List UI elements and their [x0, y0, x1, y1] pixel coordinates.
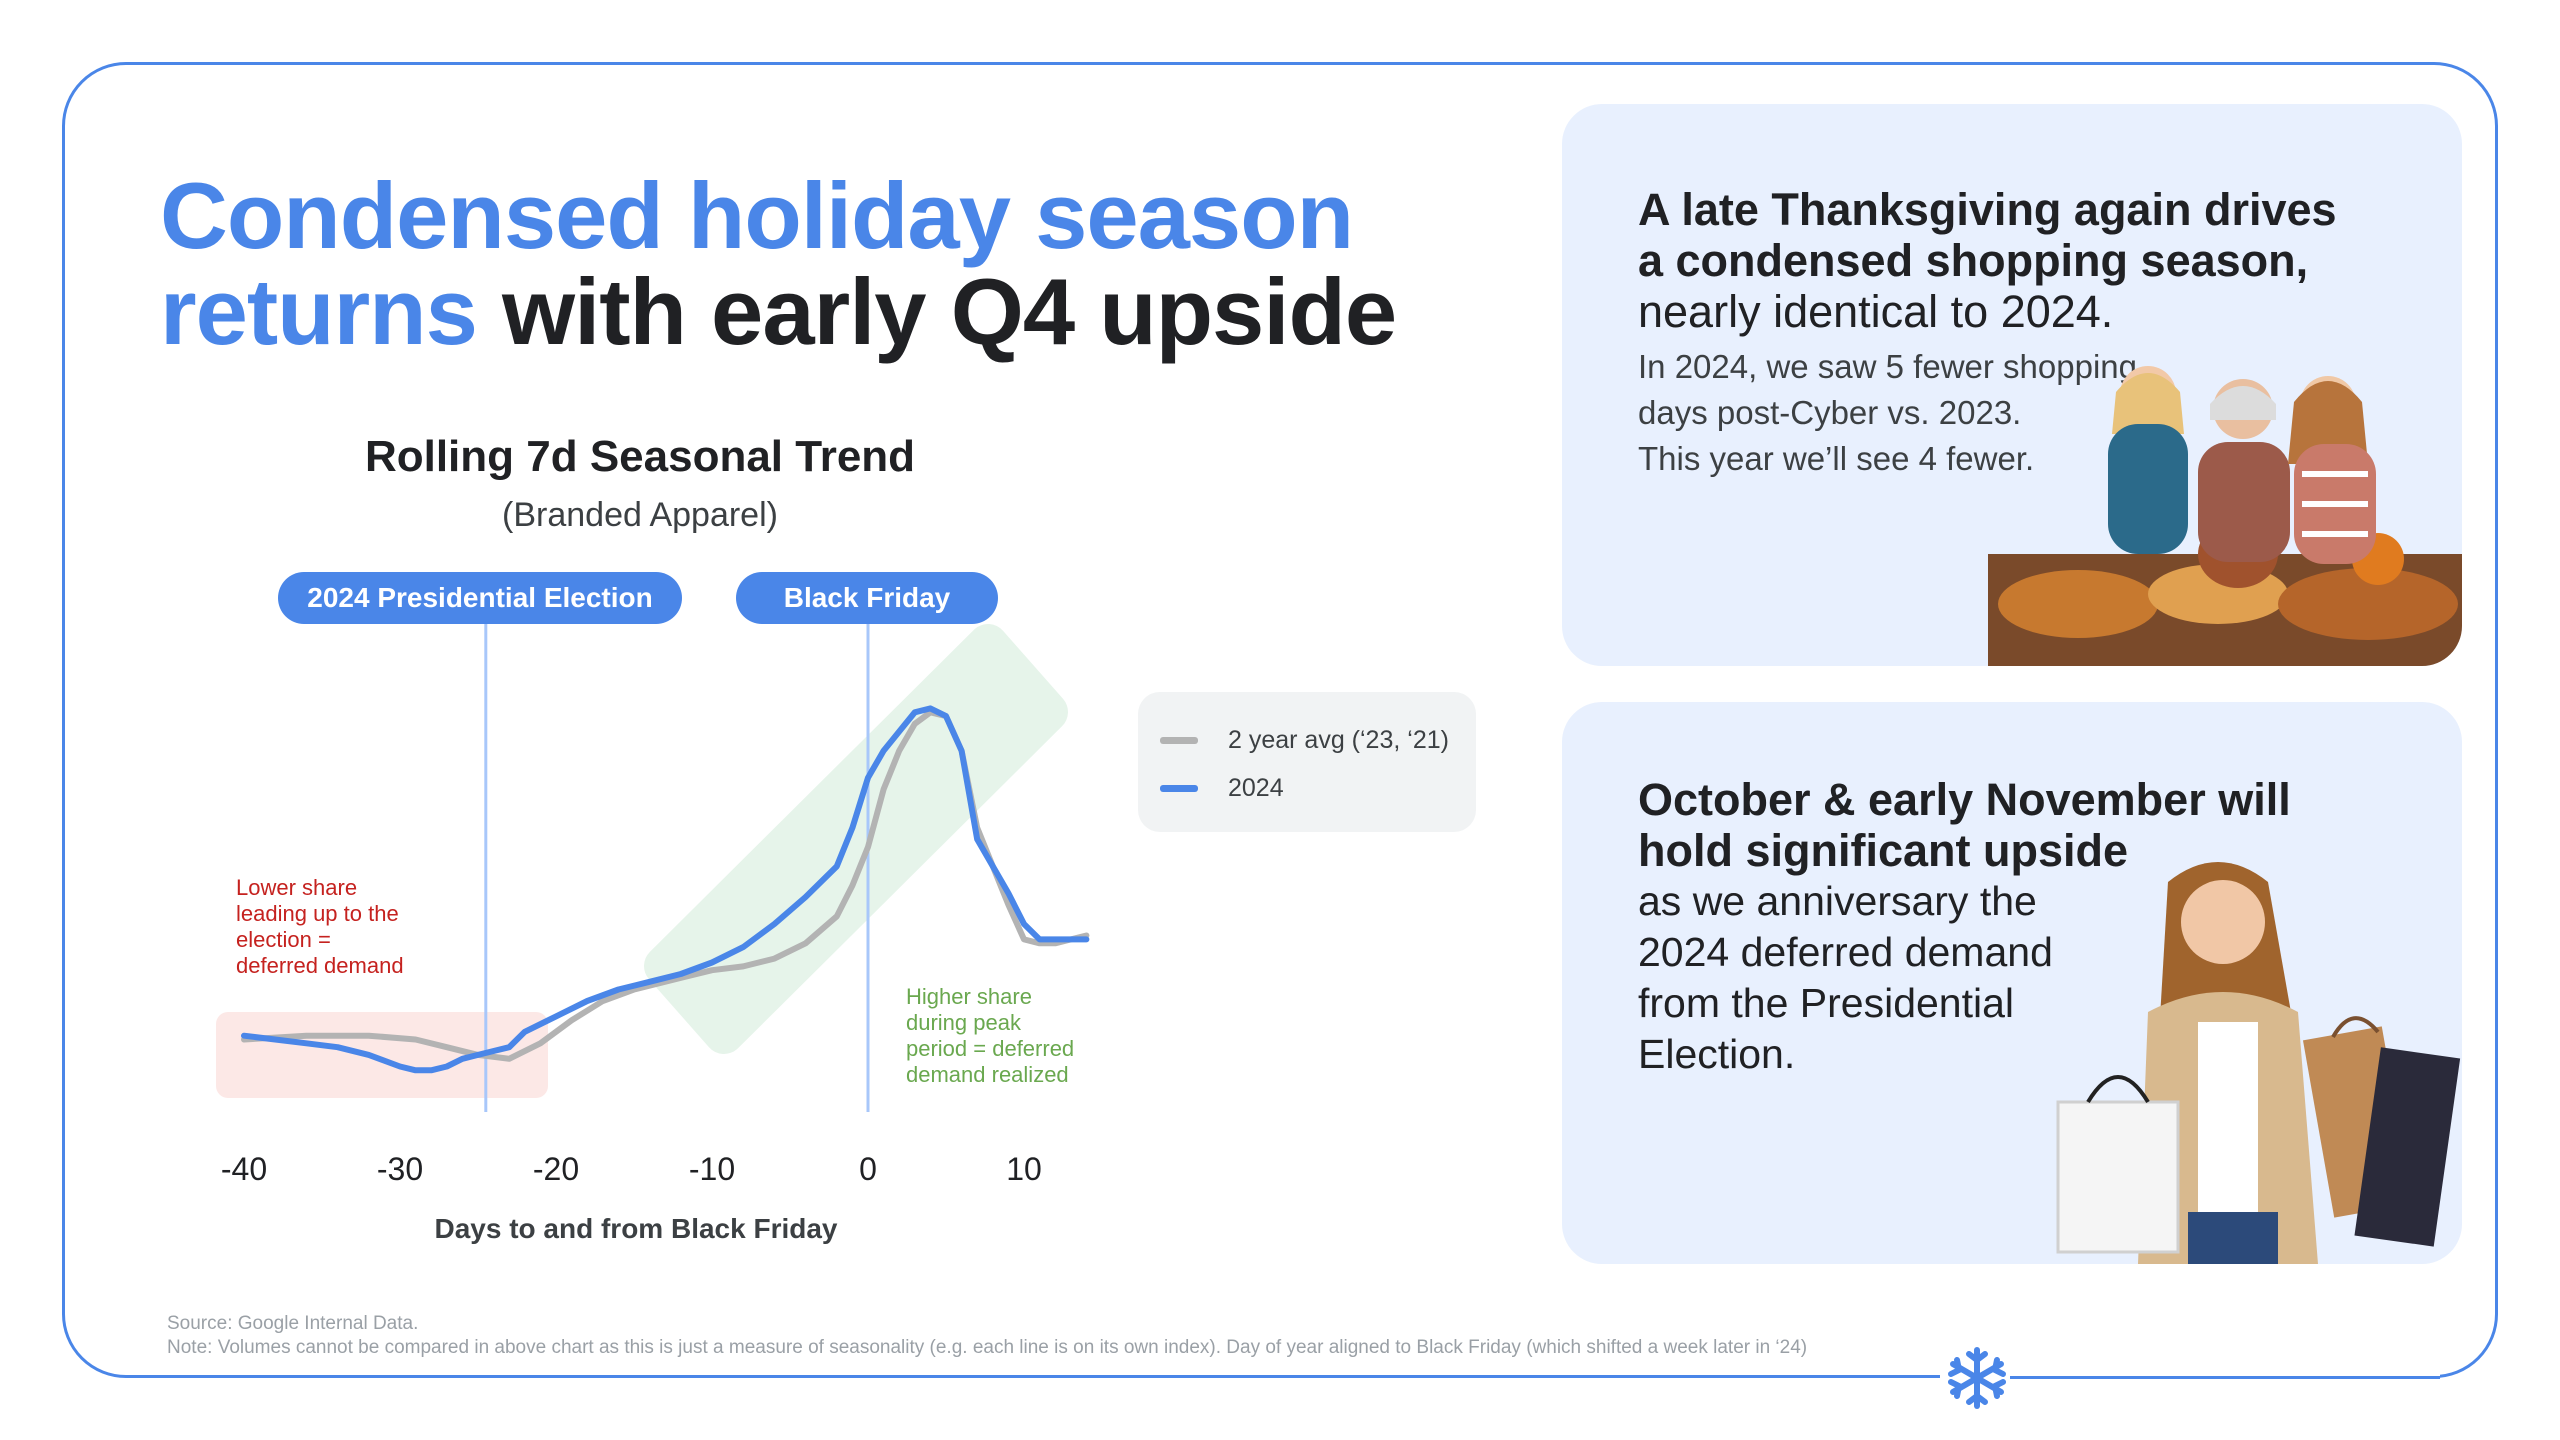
card2-heading-line-1: October & early November will [1638, 774, 2291, 825]
election-label-pill: 2024 Presidential Election [278, 572, 682, 624]
lower-share-line-1: Lower share [236, 875, 357, 900]
x-tick-label: -10 [689, 1151, 735, 1187]
black-friday-label: Black Friday [784, 582, 951, 613]
card1-heading-line-3: nearly identical to 2024. [1638, 286, 2114, 337]
card2-heading: October & early November will hold signi… [1638, 774, 2358, 876]
card1-heading-line-2: a condensed shopping season, [1638, 235, 2309, 286]
card2-body-line-4: Election. [1638, 1031, 1796, 1077]
footnote-source: Source: Google Internal Data. [167, 1313, 419, 1334]
page-title: Condensed holiday season returns with ea… [160, 168, 1560, 360]
x-tick-label: -40 [221, 1151, 267, 1187]
higher-share-line-3: period = deferred [906, 1036, 1074, 1061]
legend-item-2024: 2024 [1160, 774, 1284, 803]
higher-share-line-4: demand realized [906, 1062, 1069, 1087]
lower-share-line-3: election = [236, 927, 331, 952]
card1-body-line-3: This year we’ll see 4 fewer. [1638, 440, 2035, 477]
higher-share-highlight [644, 624, 1068, 1054]
card1-body-line-2: days post-Cyber vs. 2023. [1638, 394, 2022, 431]
x-axis-label: Days to and from Black Friday [434, 1213, 837, 1244]
shopper-with-bags-photo [2056, 862, 2461, 1264]
higher-share-annotation: Higher share during peak period = deferr… [906, 984, 1074, 1087]
frame-tail [2010, 1376, 2440, 1379]
higher-share-line-1: Higher share [906, 984, 1032, 1009]
legend-swatch-2024 [1160, 785, 1198, 792]
footnote-note: Note: Volumes cannot be compared in abov… [167, 1337, 1808, 1358]
lower-share-annotation: Lower share leading up to the election =… [236, 875, 404, 978]
chart-subtitle: (Branded Apparel) [502, 496, 778, 534]
title-part-1: Condensed holiday season [160, 163, 1354, 268]
slide-frame [62, 62, 2498, 1378]
card2-body: as we anniversary the 2024 deferred dema… [1638, 876, 2158, 1080]
chart-title: Rolling 7d Seasonal Trend [364, 432, 916, 481]
chart-legend: 2 year avg (‘23, ‘21) 2024 [1138, 692, 1476, 832]
legend-item-2yr-avg: 2 year avg (‘23, ‘21) [1160, 726, 1449, 755]
title-part-2: returns [160, 259, 478, 364]
line-chart: 2024 Presidential Election Black Friday … [216, 572, 1090, 1244]
black-friday-label-pill: Black Friday [736, 572, 998, 624]
card2-body-line-2: 2024 deferred demand [1638, 929, 2053, 975]
card2-body-line-1: as we anniversary the [1638, 878, 2037, 924]
card1-heading-line-1: A late Thanksgiving again drives [1638, 184, 2337, 235]
footnote: Source: Google Internal Data. Note: Volu… [167, 1312, 1967, 1360]
legend-label-2024: 2024 [1228, 774, 1284, 802]
legend-swatch-2yr-avg [1160, 737, 1198, 744]
card1-body-line-1: In 2024, we saw 5 fewer shopping [1638, 348, 2137, 385]
snowflake-icon [1948, 1347, 2006, 1409]
card2-body-line-3: from the Presidential [1638, 980, 2015, 1026]
x-tick-label: 10 [1006, 1151, 1042, 1187]
thanksgiving-card: A late Thanksgiving again drives a conde… [1562, 104, 2462, 666]
x-tick-label: -30 [377, 1151, 423, 1187]
upside-card: October & early November will hold signi… [1562, 702, 2462, 1264]
card1-heading: A late Thanksgiving again drives a conde… [1638, 184, 2358, 337]
election-label: 2024 Presidential Election [307, 582, 653, 613]
frame-gap [1940, 1360, 2440, 1400]
card2-heading-line-2: hold significant upside [1638, 825, 2129, 876]
card1-body: In 2024, we saw 5 fewer shopping days po… [1638, 344, 2158, 482]
lower-share-line-2: leading up to the [236, 901, 399, 926]
series-2024-line [241, 705, 1090, 1074]
legend-label-2yr-avg: 2 year avg (‘23, ‘21) [1228, 726, 1449, 754]
lower-share-line-4: deferred demand [236, 953, 404, 978]
higher-share-line-2: during peak [906, 1010, 1022, 1035]
x-axis-ticks: -40 -30 -20 -10 0 10 [221, 1151, 1042, 1187]
family-thanksgiving-photo [1988, 366, 2462, 666]
x-tick-label: -20 [533, 1151, 579, 1187]
x-tick-label: 0 [859, 1151, 877, 1187]
title-part-3: with early Q4 upside [501, 259, 1397, 364]
